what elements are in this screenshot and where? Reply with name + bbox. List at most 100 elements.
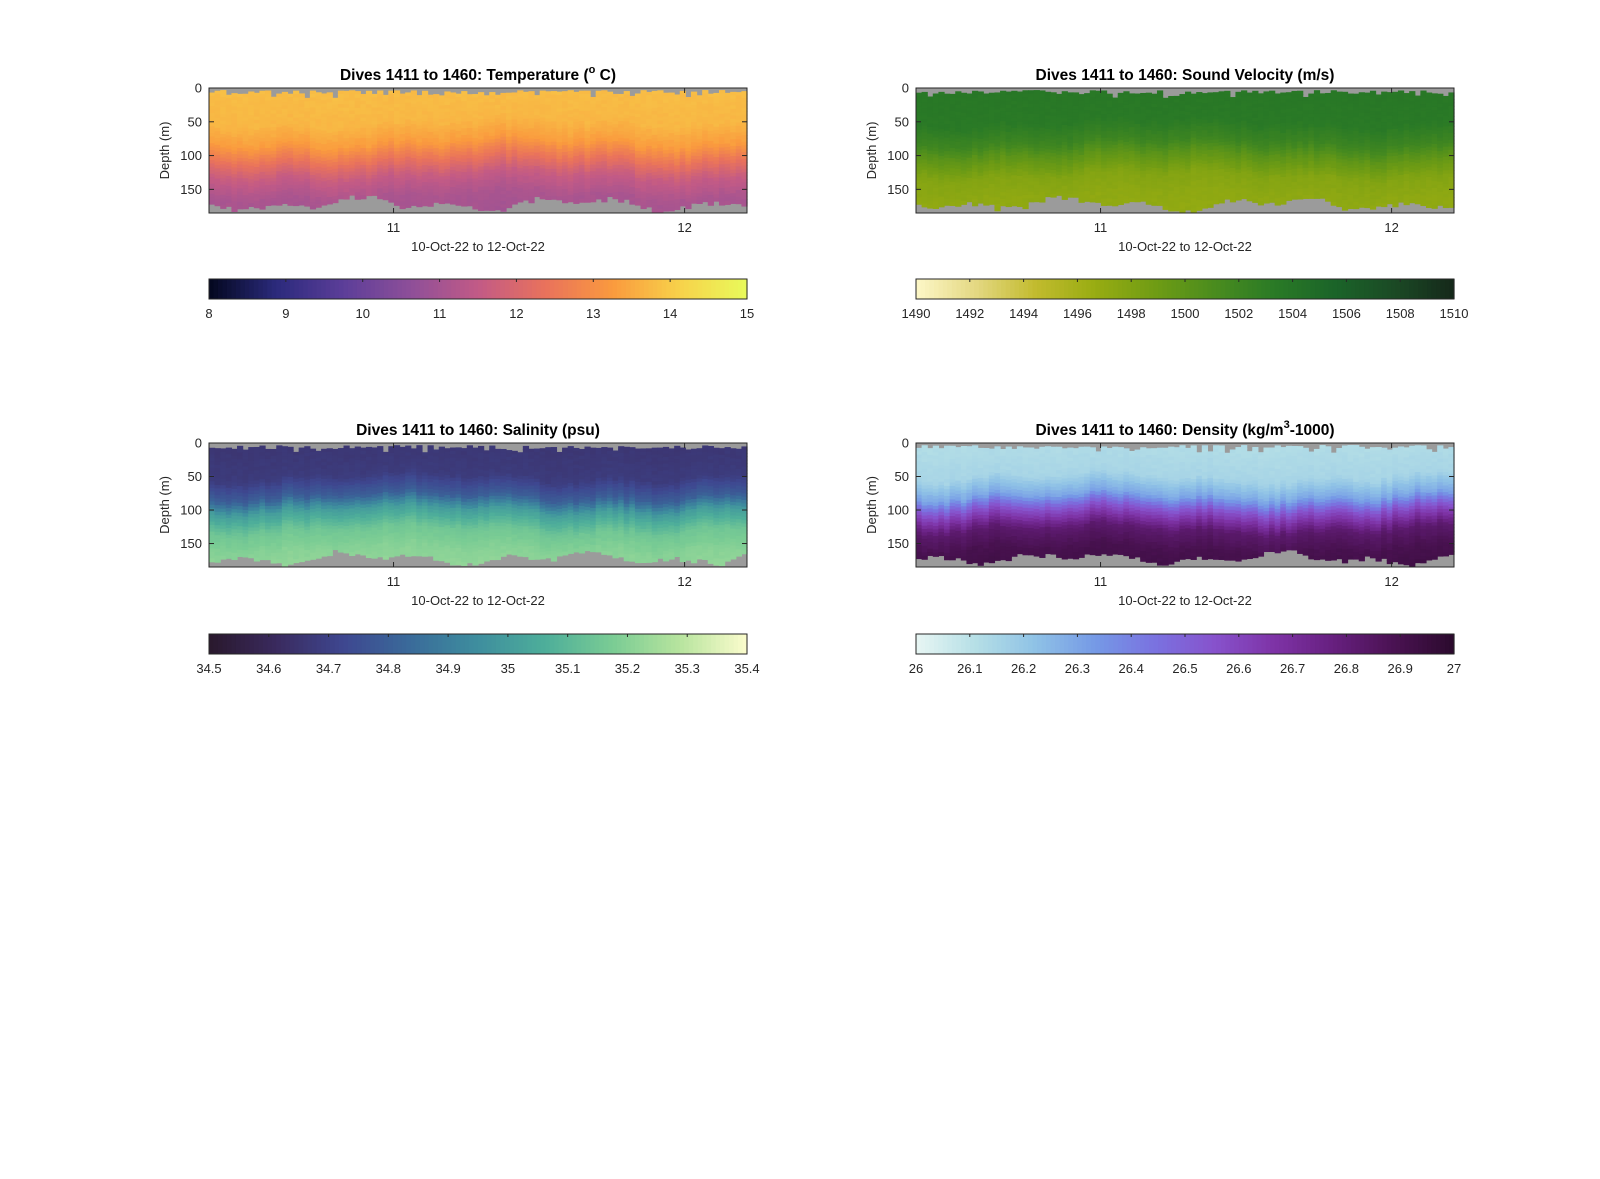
heatmap-cell xyxy=(646,152,653,157)
heatmap-cell xyxy=(1078,111,1085,115)
heatmap-cell xyxy=(718,120,726,125)
heatmap-cell xyxy=(231,133,238,138)
heatmap-cell xyxy=(595,154,602,159)
heatmap-cell xyxy=(225,169,233,174)
heatmap-cell xyxy=(438,179,445,184)
heatmap-cell xyxy=(1128,120,1136,125)
heatmap-cell xyxy=(612,100,619,105)
heatmap-cell xyxy=(1173,146,1180,151)
heatmap-cell xyxy=(332,148,339,153)
heatmap-cell xyxy=(1044,115,1052,120)
heatmap-cell xyxy=(988,177,996,182)
heatmap-cell xyxy=(584,171,591,176)
heatmap-cell xyxy=(281,118,289,123)
heatmap-cell xyxy=(590,103,597,108)
heatmap-cell xyxy=(550,141,558,146)
heatmap-cell xyxy=(259,168,266,173)
heatmap-cell xyxy=(977,172,984,177)
heatmap-cell xyxy=(242,195,249,200)
heatmap-cell xyxy=(209,95,216,100)
heatmap-cell xyxy=(977,152,984,157)
heatmap-cell xyxy=(276,130,283,135)
heatmap-cell xyxy=(315,102,322,107)
heatmap-cell xyxy=(685,147,692,152)
heatmap-cell xyxy=(1089,137,1096,142)
heatmap-cell xyxy=(994,197,1001,202)
heatmap-cell xyxy=(938,172,945,177)
heatmap-cell xyxy=(332,192,339,197)
heatmap-cell xyxy=(438,98,445,103)
heatmap-cell xyxy=(522,95,530,100)
heatmap-cell xyxy=(326,126,333,131)
heatmap-cell xyxy=(707,201,714,206)
heatmap-cell xyxy=(242,144,249,149)
heatmap-cell xyxy=(209,146,216,151)
heatmap-cell xyxy=(444,104,451,109)
heatmap-cell xyxy=(1028,103,1035,108)
heatmap-cell xyxy=(1033,194,1040,199)
heatmap-cell xyxy=(1134,123,1141,128)
heatmap-cell xyxy=(550,182,558,187)
heatmap-cell xyxy=(209,160,216,165)
heatmap-cell xyxy=(360,107,367,112)
heatmap-cell xyxy=(293,127,300,132)
heatmap-cell xyxy=(388,144,395,149)
heatmap-cell xyxy=(629,143,636,148)
heatmap-cell xyxy=(248,118,255,123)
heatmap-cell xyxy=(932,100,940,105)
heatmap-cell xyxy=(690,169,698,174)
heatmap-cell xyxy=(259,107,266,112)
heatmap-cell xyxy=(1050,180,1057,185)
heatmap-cell xyxy=(1185,101,1192,106)
heatmap-cell xyxy=(662,200,670,205)
heatmap-cell xyxy=(1151,103,1158,108)
heatmap-cell xyxy=(646,135,653,140)
heatmap-cell xyxy=(921,95,928,100)
heatmap-cell xyxy=(1084,180,1091,185)
heatmap-cell xyxy=(298,133,305,138)
heatmap-cell xyxy=(556,179,563,184)
heatmap-cell xyxy=(293,97,300,102)
heatmap-cell xyxy=(1011,90,1018,95)
heatmap-cell xyxy=(651,158,658,163)
heatmap-cell xyxy=(539,148,546,153)
heatmap-cell xyxy=(427,158,434,163)
heatmap-cell xyxy=(634,134,642,139)
heatmap-cell xyxy=(1173,122,1180,127)
heatmap-cell xyxy=(983,181,990,186)
heatmap-cell xyxy=(1134,147,1141,152)
heatmap-cell xyxy=(209,180,216,185)
heatmap-cell xyxy=(646,196,653,201)
heatmap-cell xyxy=(1117,92,1124,97)
heatmap-cell xyxy=(955,108,962,113)
heatmap-cell xyxy=(517,147,524,152)
heatmap-cell xyxy=(1056,120,1063,125)
heatmap-cell xyxy=(265,117,272,122)
heatmap-cell xyxy=(287,124,294,129)
heatmap-cell xyxy=(399,167,406,172)
heatmap-cell xyxy=(690,172,698,177)
heatmap-cell xyxy=(927,157,934,162)
heatmap-cell xyxy=(1134,96,1141,101)
heatmap-cell xyxy=(618,144,625,149)
colorbar-tick-label: 10 xyxy=(355,306,369,321)
heatmap-cell xyxy=(1072,156,1080,161)
heatmap-cell xyxy=(713,187,720,192)
heatmap-cell xyxy=(1078,97,1085,102)
heatmap-cell xyxy=(634,117,642,122)
heatmap-cell xyxy=(281,162,289,167)
heatmap-cell xyxy=(1011,165,1018,170)
heatmap-cell xyxy=(511,99,518,104)
heatmap-cell xyxy=(399,161,406,166)
heatmap-cell xyxy=(265,127,272,132)
heatmap-cell xyxy=(1056,191,1063,196)
heatmap-cell xyxy=(601,124,608,129)
heatmap-cell xyxy=(1028,194,1035,199)
heatmap-cell xyxy=(707,130,714,135)
heatmap-cell xyxy=(1044,176,1052,181)
heatmap-cell xyxy=(949,110,956,115)
heatmap-cell xyxy=(955,202,962,207)
heatmap-cell xyxy=(618,124,625,129)
heatmap-cell xyxy=(449,176,457,181)
heatmap-cell xyxy=(337,104,345,109)
